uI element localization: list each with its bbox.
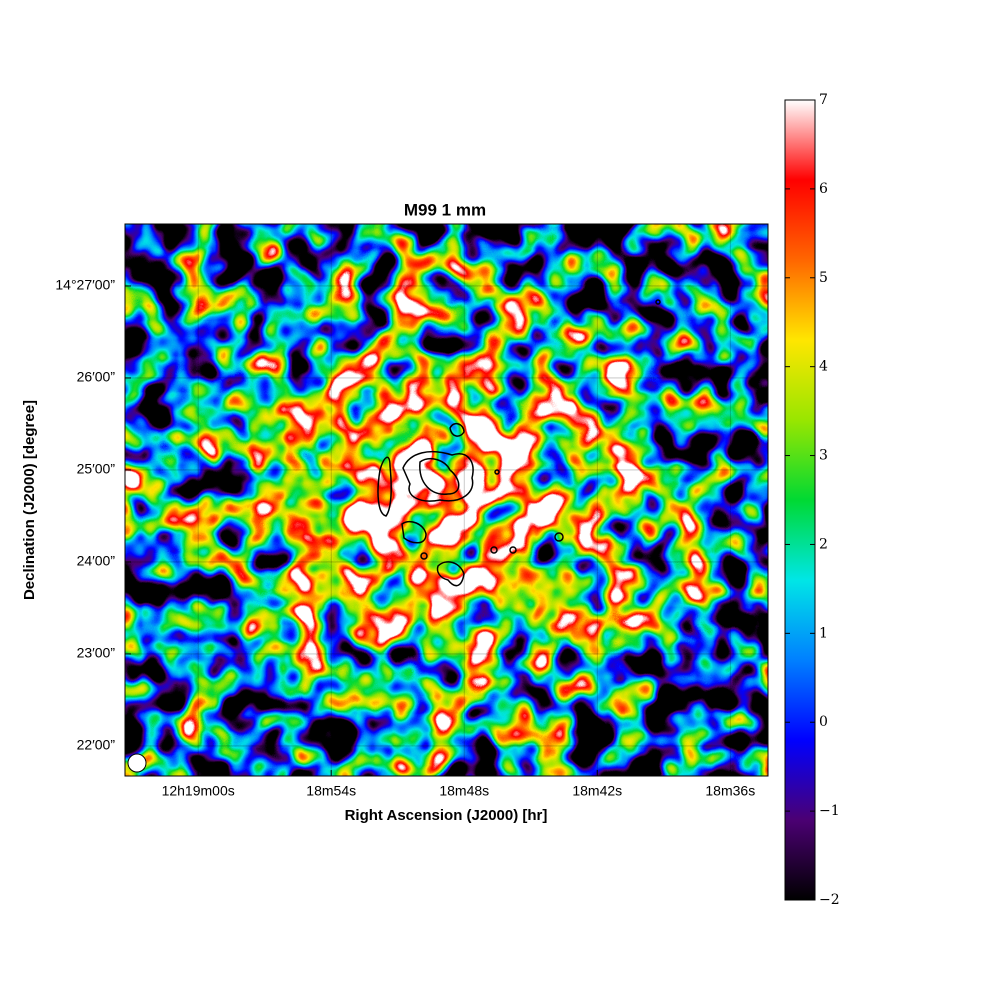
colorbar-tick-label: 3 bbox=[819, 448, 828, 464]
x-tick-label: 18m42s bbox=[572, 783, 622, 799]
x-axis-label: Right Ascension (J2000) [hr] bbox=[345, 807, 548, 824]
x-tick-label: 18m36s bbox=[705, 783, 755, 799]
plot-frame bbox=[124, 223, 769, 777]
colorbar-tick-label: 7 bbox=[819, 92, 828, 108]
y-tick-label: 22′00” bbox=[77, 737, 116, 753]
chart-title: M99 1 mm bbox=[404, 200, 486, 219]
colorbar bbox=[784, 99, 816, 901]
colorbar-tick-label: 4 bbox=[819, 359, 828, 375]
y-tick-label: 25′00” bbox=[77, 461, 116, 477]
y-tick-label: 14°27′00” bbox=[55, 277, 115, 293]
x-tick-label: 18m48s bbox=[439, 783, 489, 799]
y-axis-label: Declination (J2000) [degree] bbox=[21, 400, 38, 600]
colorbar-tick-label: 2 bbox=[819, 536, 828, 552]
colorbar-tick-label: 0 bbox=[819, 714, 828, 730]
map bbox=[125, 224, 768, 776]
colorbar-tick-label: 6 bbox=[819, 181, 828, 197]
contours bbox=[377, 299, 661, 666]
beam bbox=[127, 753, 147, 773]
grid bbox=[125, 224, 768, 776]
x-tick-label: 18m54s bbox=[306, 783, 356, 799]
colorbar-tick-label: −1 bbox=[819, 803, 840, 819]
colorbar-tick-label: 5 bbox=[819, 270, 828, 286]
map-image bbox=[125, 224, 768, 776]
colorbar-tick-label: 1 bbox=[819, 625, 828, 641]
y-tick-label: 23′00” bbox=[77, 645, 116, 661]
y-tick-label: 24′00” bbox=[77, 553, 116, 569]
colorbar-tick-label: −2 bbox=[819, 892, 840, 908]
y-tick-label: 26′00” bbox=[77, 369, 116, 385]
x-tick-label: 12h19m00s bbox=[162, 783, 235, 799]
